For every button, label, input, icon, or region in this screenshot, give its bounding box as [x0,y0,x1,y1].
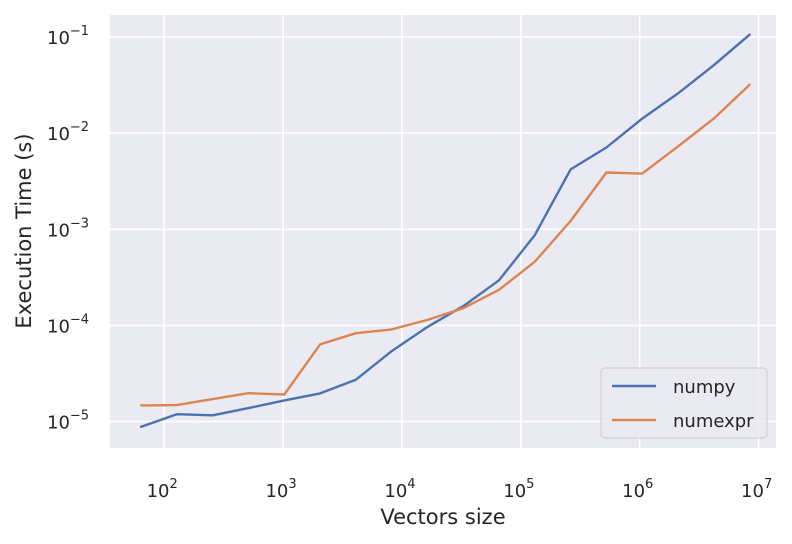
series-lines [139,33,751,428]
y-tick-label: 10−3 [47,216,89,241]
x-tick-label: 103 [265,477,296,502]
y-tick-labels: 10−5 10−4 10−3 10−2 10−1 [47,24,89,433]
legend-label-numpy: numpy [673,377,736,398]
y-tick-label: 10−4 [47,312,89,337]
x-tick-label: 106 [622,477,653,502]
series-line-numpy [139,33,751,428]
y-axis-title: Execution Time (s) [12,133,36,328]
x-tick-labels: 102 103 104 105 106 107 [147,477,773,502]
y-tick-label: 10−5 [47,409,89,434]
x-tick-label: 102 [147,477,178,502]
x-tick-label: 107 [741,477,772,502]
y-tick-label: 10−1 [47,24,89,49]
x-tick-label: 105 [503,477,534,502]
x-axis-title: Vectors size [380,505,505,529]
x-tick-label: 104 [384,477,415,502]
legend: numpy numexpr [600,367,768,439]
legend-label-numexpr: numexpr [673,411,754,432]
series-line-numexpr [139,83,751,407]
y-tick-label: 10−2 [47,120,89,145]
